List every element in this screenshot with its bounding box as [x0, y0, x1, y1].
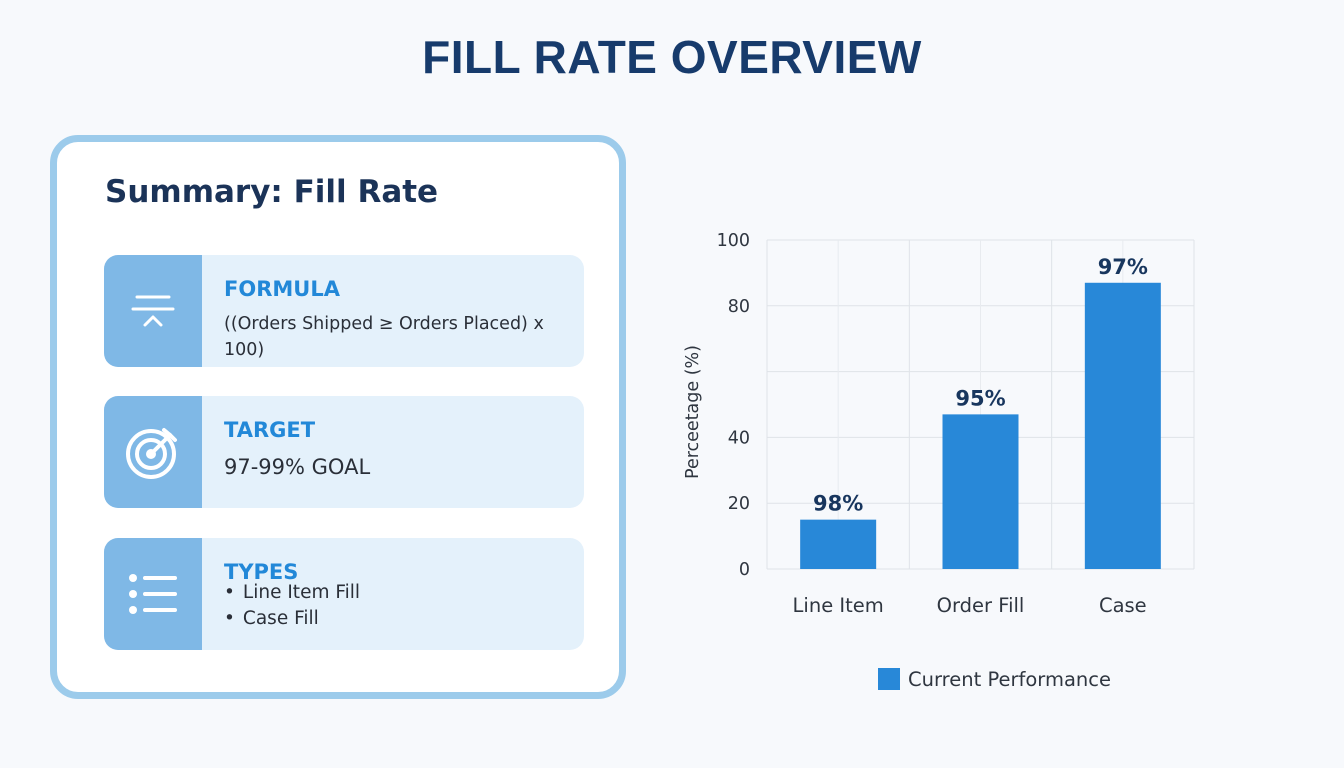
target-card: TARGET 97-99% GOAL [104, 396, 584, 508]
list-icon [129, 574, 177, 614]
legend-swatch [878, 668, 900, 690]
y-axis-title: Perceetage (%) [683, 345, 703, 479]
chart-bars [800, 282, 1161, 569]
y-tick-label: 20 [728, 494, 750, 514]
data-label: 95% [955, 386, 1005, 410]
types-list-item: Line Item Fill [224, 580, 360, 606]
formula-heading: FORMULA [224, 277, 340, 301]
summary-title: Summary: Fill Rate [105, 174, 439, 210]
fraction-icon [131, 295, 175, 327]
summary-panel: Summary: Fill Rate FORMULA ((Orders Ship… [50, 135, 626, 699]
target-heading: TARGET [224, 418, 316, 442]
page-title: FILL RATE OVERVIEW [422, 31, 922, 83]
x-tick-label: Order Fill [937, 594, 1025, 617]
bar [1084, 282, 1161, 569]
types-card: TYPES Line Item Fill Case Fill [104, 538, 584, 650]
x-tick-label: Line Item [793, 594, 884, 617]
types-list-item: Case Fill [224, 606, 360, 632]
y-tick-label: 40 [728, 428, 750, 448]
formula-card: FORMULA ((Orders Shipped ≥ Orders Placed… [104, 255, 584, 367]
bar [942, 414, 1019, 569]
formula-text: ((Orders Shipped ≥ Orders Placed) x 100) [224, 314, 544, 360]
legend-label: Current Performance [908, 668, 1111, 691]
types-list: Line Item Fill Case Fill [224, 580, 360, 632]
types-icon-box [104, 538, 202, 650]
target-icon [126, 428, 177, 479]
data-label: 97% [1098, 255, 1148, 279]
chart-labels: 0 20 40 80 100 98% Line Item 95% Order Fill 97% Ca… [717, 231, 1148, 617]
x-tick-label: Case [1099, 594, 1147, 617]
y-tick-label: 80 [728, 297, 750, 317]
bar [800, 519, 877, 569]
chart-legend: Current Performance [878, 668, 1111, 691]
formula-icon-box [104, 255, 202, 367]
data-label: 98% [813, 492, 863, 516]
y-tick-label: 0 [739, 560, 750, 580]
y-tick-label: 100 [717, 231, 750, 251]
target-text: 97-99% GOAL [224, 455, 371, 479]
target-icon-box [104, 396, 202, 508]
